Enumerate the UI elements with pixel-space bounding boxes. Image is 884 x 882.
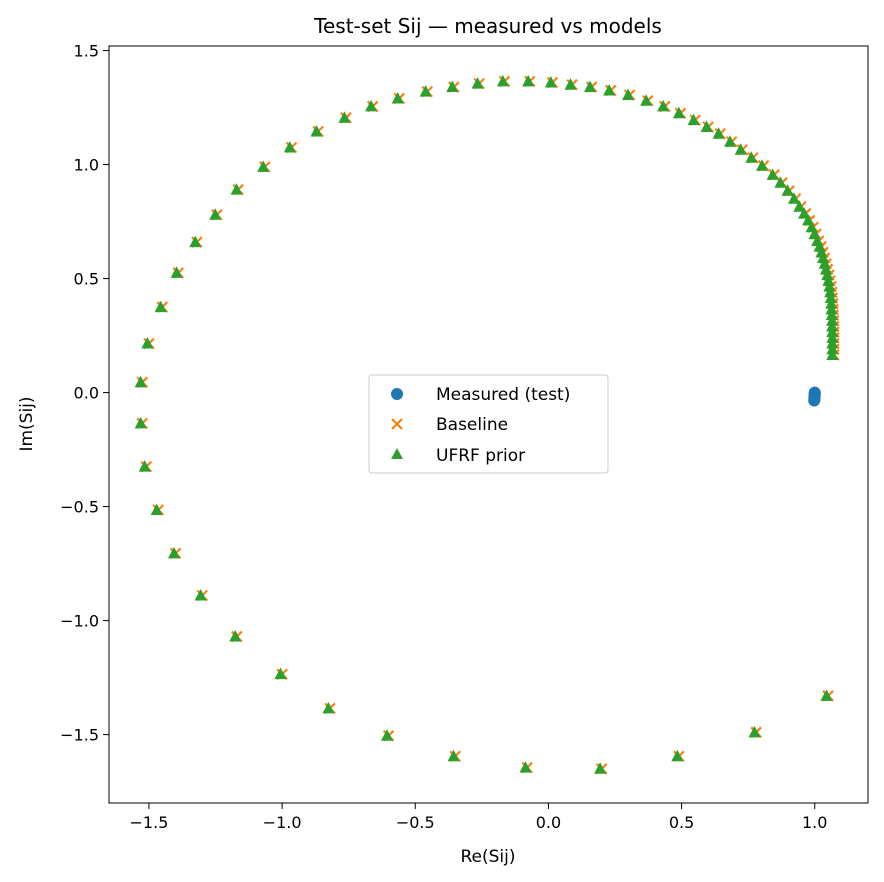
- point-ufrf-prior: [734, 143, 747, 155]
- series-measured: [808, 386, 821, 407]
- legend-label-baseline: Baseline: [436, 415, 508, 435]
- legend: Measured (test) Baseline UFRF prior: [368, 374, 609, 474]
- point-ufrf-prior: [805, 220, 818, 233]
- point-ufrf-prior: [700, 120, 713, 132]
- point-ufrf-prior: [603, 83, 616, 96]
- x-tick-label: 0.0: [536, 813, 561, 832]
- point-ufrf-prior: [167, 546, 180, 559]
- point-ufrf-prior: [724, 135, 737, 147]
- point-ufrf-prior: [687, 113, 700, 126]
- point-ufrf-prior: [170, 266, 183, 278]
- point-ufrf-prior: [283, 140, 296, 153]
- point-ufrf-prior: [447, 749, 460, 762]
- point-ufrf-prior: [471, 77, 484, 89]
- point-ufrf-prior: [209, 208, 222, 220]
- point-ufrf-prior: [781, 184, 794, 196]
- point-ufrf-prior: [671, 749, 684, 762]
- point-ufrf-prior: [230, 183, 243, 195]
- y-tick-label: 0.0: [74, 384, 99, 403]
- point-ufrf-prior: [381, 729, 394, 741]
- point-ufrf-prior: [820, 689, 833, 701]
- point-ufrf-prior: [774, 176, 787, 188]
- y-tick-label: 1.0: [74, 156, 99, 175]
- y-tick-label: 0.5: [74, 270, 99, 289]
- legend-marker-ufrf: [391, 448, 403, 459]
- y-tick-label: 1.5: [74, 42, 99, 61]
- legend-label-ufrf: UFRF prior: [436, 446, 525, 466]
- point-ufrf-prior: [257, 160, 270, 172]
- point-ufrf-prior: [496, 74, 509, 87]
- x-tick-label: −1.5: [130, 813, 169, 832]
- point-ufrf-prior: [229, 630, 242, 642]
- y-tick-label: −1.0: [60, 612, 99, 631]
- point-ufrf-prior: [134, 416, 147, 429]
- point-ufrf-prior: [793, 200, 806, 212]
- point-ufrf-prior: [594, 762, 607, 774]
- x-tick-label: −0.5: [396, 813, 435, 832]
- point-ufrf-prior: [391, 91, 404, 104]
- point-ufrf-prior: [150, 503, 163, 516]
- point-ufrf-prior: [365, 99, 378, 112]
- legend-marker-measured: [391, 388, 403, 400]
- point-ufrf-prior: [419, 85, 432, 97]
- point-ufrf-prior: [766, 168, 779, 180]
- point-ufrf-prior: [564, 78, 577, 90]
- chart-title: Test-set Sij — measured vs models: [313, 14, 662, 38]
- point-ufrf-prior: [194, 589, 207, 601]
- legend-box: [368, 374, 609, 474]
- point-ufrf-prior: [802, 213, 815, 226]
- y-axis-ticks: −1.5 −1.0 −0.5 0.0 0.5 1.0 1.5: [60, 42, 109, 745]
- point-ufrf-prior: [672, 106, 685, 119]
- point-ufrf-prior: [310, 125, 323, 137]
- point-ufrf-prior: [141, 337, 154, 349]
- point-ufrf-prior: [446, 80, 459, 93]
- point-ufrf-prior: [338, 111, 351, 123]
- point-ufrf-prior: [787, 192, 800, 204]
- point-ufrf-prior: [522, 74, 535, 87]
- series-ufrf-prior: [134, 74, 839, 774]
- legend-label-measured: Measured (test): [436, 385, 570, 405]
- y-axis-label: Im(Sij): [17, 396, 37, 451]
- y-tick-label: −0.5: [60, 498, 99, 517]
- point-ufrf-prior: [712, 127, 725, 139]
- point-ufrf-prior: [544, 75, 557, 88]
- point-ufrf-prior: [134, 375, 147, 388]
- point-ufrf-prior: [640, 94, 653, 106]
- point-ufrf-prior: [154, 300, 167, 313]
- point-ufrf-prior: [748, 725, 761, 738]
- point-ufrf-prior: [756, 159, 769, 171]
- point-measured: [808, 394, 821, 407]
- point-ufrf-prior: [138, 460, 151, 472]
- point-ufrf-prior: [657, 99, 670, 112]
- point-ufrf-prior: [811, 234, 824, 246]
- x-axis-label: Re(Sij): [460, 847, 515, 867]
- x-tick-label: 0.5: [669, 813, 694, 832]
- x-tick-label: 1.0: [802, 813, 827, 832]
- legend-marker-baseline: [391, 418, 403, 430]
- x-tick-label: −1.0: [263, 813, 302, 832]
- point-ufrf-prior: [322, 701, 335, 714]
- plot-frame: [108, 45, 869, 804]
- point-ufrf-prior: [622, 88, 635, 101]
- point-ufrf-prior: [274, 667, 287, 680]
- point-ufrf-prior: [798, 207, 811, 219]
- point-ufrf-prior: [519, 761, 532, 773]
- x-axis-ticks: −1.5 −1.0 −0.5 0.0 0.5 1.0: [130, 803, 827, 832]
- point-ufrf-prior: [583, 80, 596, 93]
- y-tick-label: −1.5: [60, 726, 99, 745]
- point-ufrf-prior: [189, 235, 202, 248]
- point-ufrf-prior: [808, 227, 821, 240]
- point-ufrf-prior: [745, 151, 758, 163]
